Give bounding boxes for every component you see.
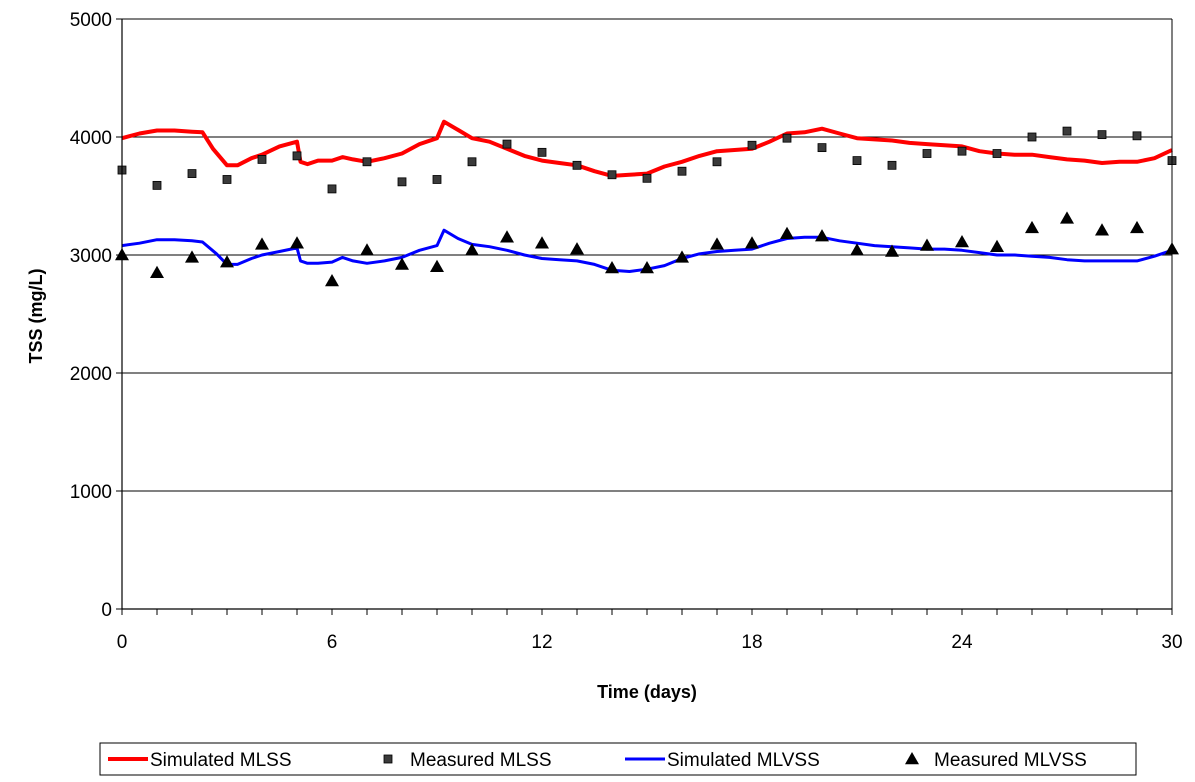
series-2: [121, 228, 1173, 273]
y-tick-label-5000: 5000: [70, 10, 112, 31]
series-1-point-29: [1132, 131, 1142, 141]
series-1-point-23: [922, 149, 932, 158]
series-1-point-3: [222, 175, 232, 184]
y-tick-labels: 0 1000 2000 3000 4000 5000: [70, 10, 112, 621]
series-1-point-22: [887, 160, 897, 170]
series-3-point-4: [255, 237, 269, 250]
legend-label-2: Simulated MLVSS: [667, 750, 820, 771]
x-tick-label-30: 30: [1161, 632, 1182, 653]
series-3-point-10: [465, 243, 479, 256]
series-3-point-13: [570, 242, 584, 255]
series-3-point-9: [430, 259, 444, 273]
x-tick-labels: 0 6 12 18 24 30: [117, 632, 1183, 653]
series-3-point-26: [1025, 220, 1039, 234]
series-1-point-17: [712, 157, 722, 167]
series-3-point-15: [640, 260, 654, 274]
series-1-point-4: [257, 155, 267, 164]
series-1-point-10: [467, 157, 477, 167]
series-1-point-11: [502, 139, 512, 149]
series-3-point-8: [395, 257, 409, 270]
series-0: [121, 119, 1173, 178]
series-line-0: [121, 119, 1173, 178]
series-3-point-23: [920, 238, 934, 251]
series-1-point-15: [642, 173, 652, 183]
legend-swatch-1: [383, 754, 393, 764]
series-3-point-2: [185, 250, 199, 263]
series-3-point-29: [1130, 220, 1144, 234]
x-tick-label-0: 0: [117, 632, 128, 653]
y-tick-label-2000: 2000: [70, 364, 112, 385]
legend-swatch-3: [905, 752, 919, 765]
series-1-point-26: [1027, 132, 1037, 142]
legend-label-0: Simulated MLSS: [150, 750, 292, 771]
plot-area: [115, 18, 1179, 615]
legend-label-1: Measured MLSS: [410, 750, 552, 771]
x-tick-label-18: 18: [741, 632, 762, 653]
series-1-point-28: [1097, 130, 1107, 140]
legend-label-3: Measured MLVSS: [934, 750, 1087, 771]
y-tick-label-3000: 3000: [70, 246, 112, 267]
series-1-point-8: [397, 177, 407, 187]
series-3-point-17: [710, 237, 724, 250]
series-1-point-18: [747, 140, 757, 150]
x-tick-label-24: 24: [951, 632, 973, 653]
series-1-point-24: [957, 146, 967, 156]
series-3-point-20: [815, 229, 829, 242]
series-3-point-28: [1095, 223, 1109, 236]
legend-entry-1: Measured MLSS: [383, 750, 552, 771]
series-3-point-25: [990, 239, 1004, 252]
legend-box: [99, 742, 1137, 776]
y-tick-label-0: 0: [101, 600, 112, 621]
series-3-point-7: [360, 243, 374, 256]
series-1-point-27: [1062, 126, 1072, 136]
series-1-point-12: [537, 147, 547, 157]
series-3-point-12: [535, 236, 549, 249]
series-line-2: [121, 228, 1173, 273]
y-axis-title: TSS (mg/L): [26, 269, 46, 364]
series-1-point-21: [852, 156, 862, 166]
series-3-point-3: [220, 255, 234, 268]
gridlines: [122, 18, 1172, 492]
series-1-point-6: [327, 184, 337, 194]
series-3: [115, 211, 1179, 287]
x-axis-title: Time (days): [597, 682, 697, 702]
series-3-point-14: [605, 260, 619, 274]
series-1-point-7: [362, 157, 372, 167]
series-3-point-21: [850, 243, 864, 256]
series-3-point-5: [290, 236, 304, 249]
series-3-point-22: [885, 244, 899, 257]
series-1-point-1: [152, 180, 162, 190]
series-1-point-2: [187, 169, 197, 178]
series-1-point-9: [432, 175, 442, 184]
series-3-point-27: [1060, 211, 1074, 224]
series-layer: [115, 119, 1179, 287]
series-3-point-1: [150, 265, 164, 278]
x-tick-label-6: 6: [327, 632, 338, 653]
series-1-point-16: [677, 166, 687, 176]
series-1-point-5: [292, 151, 302, 161]
y-tick-label-1000: 1000: [70, 482, 112, 503]
axes: [116, 18, 1173, 615]
series-1-point-25: [992, 149, 1002, 158]
series-3-point-6: [325, 273, 339, 287]
series-3-point-11: [500, 230, 514, 243]
series-3-point-16: [675, 250, 689, 263]
series-1-point-13: [572, 160, 582, 170]
legend-entry-0: Simulated MLSS: [108, 750, 292, 771]
series-3-point-18: [745, 236, 759, 249]
series-1-point-14: [607, 170, 617, 180]
series-1-point-20: [817, 143, 827, 153]
legend-entry-2: Simulated MLVSS: [625, 750, 820, 771]
x-tick-label-12: 12: [531, 632, 552, 653]
series-3-point-19: [780, 226, 794, 240]
legend-entry-3: Measured MLVSS: [905, 750, 1087, 771]
series-3-point-24: [955, 235, 969, 248]
y-tick-label-4000: 4000: [70, 128, 112, 149]
legend: Simulated MLSS Measured MLSS Simulated MLV…: [99, 742, 1137, 776]
series-1-point-19: [782, 133, 792, 143]
